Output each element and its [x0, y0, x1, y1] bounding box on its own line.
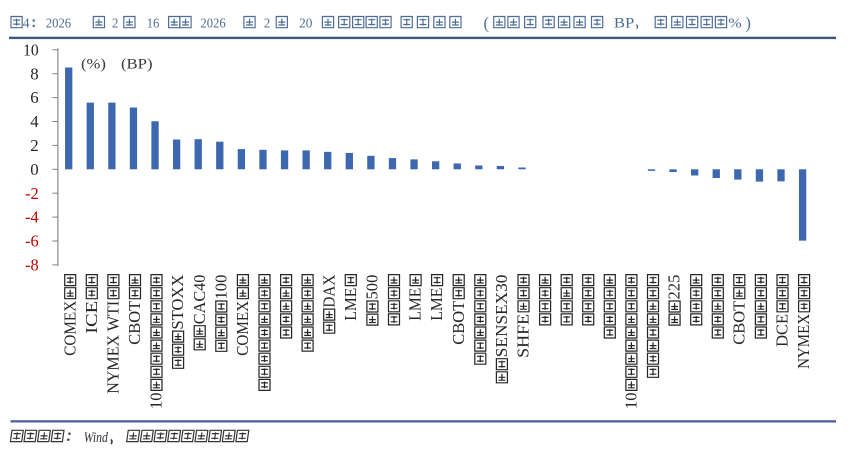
svg-text:(: ( — [483, 14, 489, 33]
svg-text:100: 100 — [211, 275, 230, 300]
svg-text:NYMEX: NYMEX — [794, 314, 813, 369]
svg-text:10: 10 — [147, 393, 166, 410]
svg-text:225: 225 — [665, 275, 684, 300]
svg-text:LME: LME — [406, 288, 425, 321]
svg-text:-4: -4 — [25, 208, 39, 227]
svg-text:Wind: Wind — [84, 430, 109, 446]
svg-text:8: 8 — [30, 64, 38, 83]
svg-text:2: 2 — [112, 16, 119, 31]
svg-text:CBOT: CBOT — [729, 300, 748, 345]
svg-text:CAC40: CAC40 — [190, 275, 209, 325]
svg-text:2026: 2026 — [46, 16, 71, 31]
svg-text:CBOT: CBOT — [125, 300, 144, 345]
svg-text:0: 0 — [30, 160, 38, 179]
svg-text:STOXX: STOXX — [168, 275, 187, 330]
svg-text:COMEX: COMEX — [60, 301, 79, 356]
svg-text:2: 2 — [264, 16, 271, 31]
svg-text:ICE: ICE — [82, 301, 101, 334]
svg-text:4: 4 — [30, 112, 39, 131]
svg-text:DCE: DCE — [773, 314, 792, 347]
svg-text:CBOT: CBOT — [449, 300, 468, 345]
svg-text:LME: LME — [427, 288, 446, 321]
svg-text:-2: -2 — [25, 184, 39, 203]
svg-text:500: 500 — [362, 275, 381, 300]
svg-text:4: 4 — [23, 16, 30, 31]
svg-text:): ) — [745, 14, 751, 33]
svg-text:SENSEX30: SENSEX30 — [492, 275, 511, 358]
svg-text:DAX: DAX — [319, 275, 338, 308]
svg-text:-8: -8 — [25, 256, 39, 275]
svg-text:10: 10 — [23, 40, 39, 59]
svg-text:%: % — [728, 16, 742, 31]
svg-text:2: 2 — [30, 136, 38, 155]
svg-text:COMEX: COMEX — [233, 301, 252, 356]
svg-text:BP: BP — [614, 16, 634, 32]
svg-text:10: 10 — [622, 393, 641, 410]
svg-text:6: 6 — [30, 88, 38, 107]
svg-text:NYMEX WTI: NYMEX WTI — [103, 300, 122, 393]
svg-text:(%): (%) — [81, 56, 106, 72]
svg-text:20: 20 — [299, 16, 312, 31]
svg-text:2026: 2026 — [200, 16, 225, 31]
svg-text:SHFE: SHFE — [514, 314, 533, 358]
svg-text:-6: -6 — [25, 232, 39, 251]
svg-text:16: 16 — [147, 16, 160, 31]
svg-text:(BP): (BP) — [121, 56, 153, 72]
svg-text:LME: LME — [341, 288, 360, 321]
